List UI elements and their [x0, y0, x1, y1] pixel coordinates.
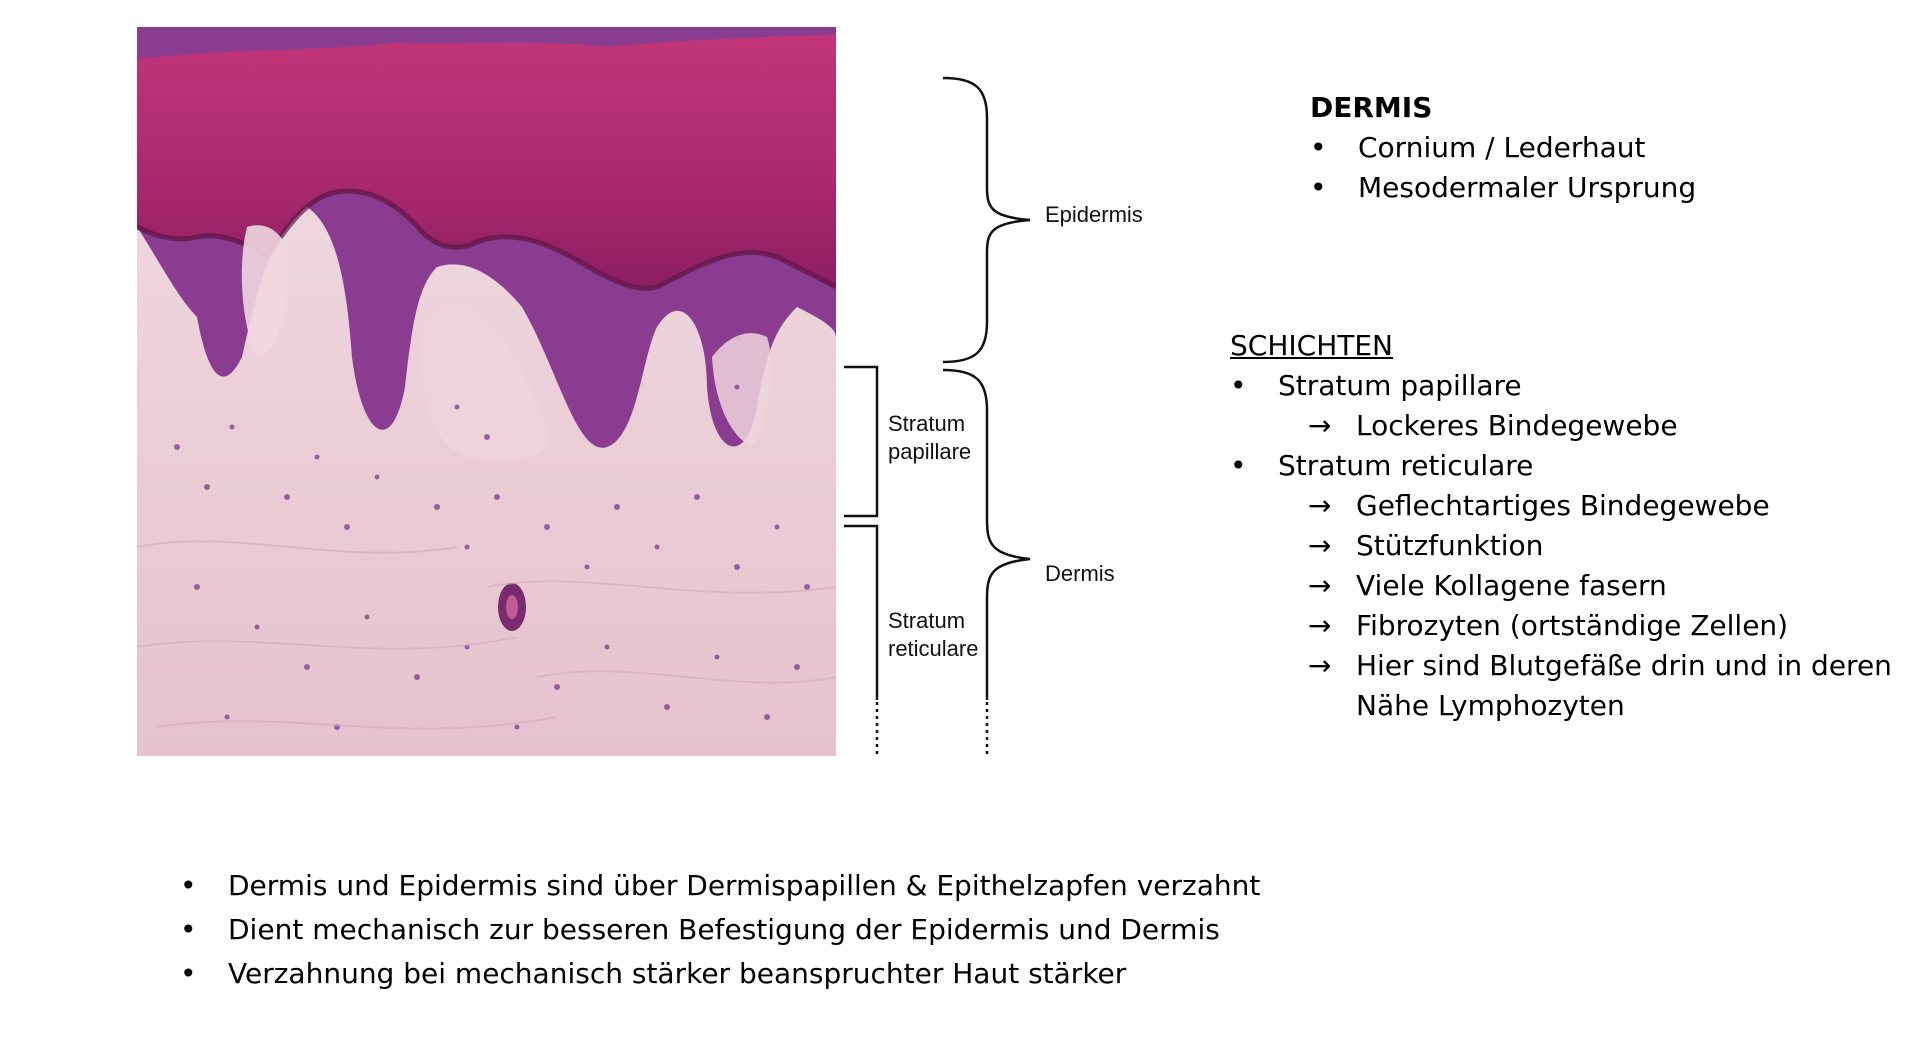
arrow-icon: →	[1308, 489, 1332, 522]
skin-histology-image	[137, 27, 836, 756]
sub-item-text: Lockeres Bindegewebe	[1356, 409, 1678, 442]
arrow-icon: →	[1308, 649, 1332, 682]
label-reticulare-line2: reticulare	[888, 636, 979, 661]
sub-item-text: Viele Kollagene fasern	[1356, 569, 1667, 602]
dermis-item-text: Cornium / Lederhaut	[1358, 131, 1646, 164]
bullet: •	[1310, 131, 1327, 164]
bullet: •	[1230, 449, 1247, 482]
label-reticulare-line1: Stratum	[888, 608, 966, 633]
reticulare-bracket	[844, 524, 879, 700]
label-papillare-line1: Stratum	[888, 411, 966, 436]
bullet: •	[180, 913, 197, 946]
label-stratum-reticulare: Stratum reticulare	[888, 607, 978, 663]
dermis-title: DERMIS	[1310, 91, 1433, 124]
label-stratum-papillare: Stratum papillare	[888, 410, 971, 466]
dermis-item-text: Mesodermaler Ursprung	[1358, 171, 1697, 204]
note-text: Dient mechanisch zur besseren Befestigun…	[228, 913, 1220, 946]
note-text: Dermis und Epidermis sind über Dermispap…	[228, 869, 1261, 902]
sub-item-continuation: Nähe Lymphozyten	[1356, 686, 1625, 726]
bullet: •	[180, 869, 197, 902]
arrow-icon: →	[1308, 409, 1332, 442]
note-text: Verzahnung bei mechanisch stärker beansp…	[228, 957, 1127, 990]
label-papillare-line2: papillare	[888, 439, 972, 464]
layer-label: Stratum papillare	[1278, 369, 1522, 402]
arrow-icon: →	[1308, 569, 1332, 602]
bullet: •	[1310, 171, 1327, 204]
label-dermis: Dermis	[1045, 561, 1115, 586]
dermis-summary: DERMIS • Cornium / Lederhaut • Mesoderma…	[1310, 88, 1870, 213]
arrow-icon: →	[1308, 529, 1332, 562]
papillare-bracket	[844, 365, 879, 518]
epidermis-brace	[942, 76, 1031, 364]
dermis-brace	[942, 368, 1031, 700]
layer-brackets	[844, 76, 1031, 756]
sub-item-text: Nähe Lymphozyten	[1356, 689, 1625, 722]
layer-label: Stratum reticulare	[1278, 449, 1534, 482]
sub-item-text: Fibrozyten (ortständige Zellen)	[1356, 609, 1789, 642]
sub-item-text: Stützfunktion	[1356, 529, 1544, 562]
schichten-section: SCHICHTEN • Stratum papillare → Lockeres…	[1230, 326, 1900, 726]
schichten-title: SCHICHTEN	[1230, 329, 1393, 362]
sub-item-text: Geflechtartiges Bindegewebe	[1356, 489, 1770, 522]
label-epidermis: Epidermis	[1045, 202, 1143, 227]
bullet: •	[180, 957, 197, 990]
arrow-icon: →	[1308, 609, 1332, 642]
bullet: •	[1230, 369, 1247, 402]
bottom-notes: • Dermis und Epidermis sind über Dermisp…	[180, 866, 1380, 991]
sub-item-text: Hier sind Blutgefäße drin und in deren	[1356, 649, 1892, 682]
